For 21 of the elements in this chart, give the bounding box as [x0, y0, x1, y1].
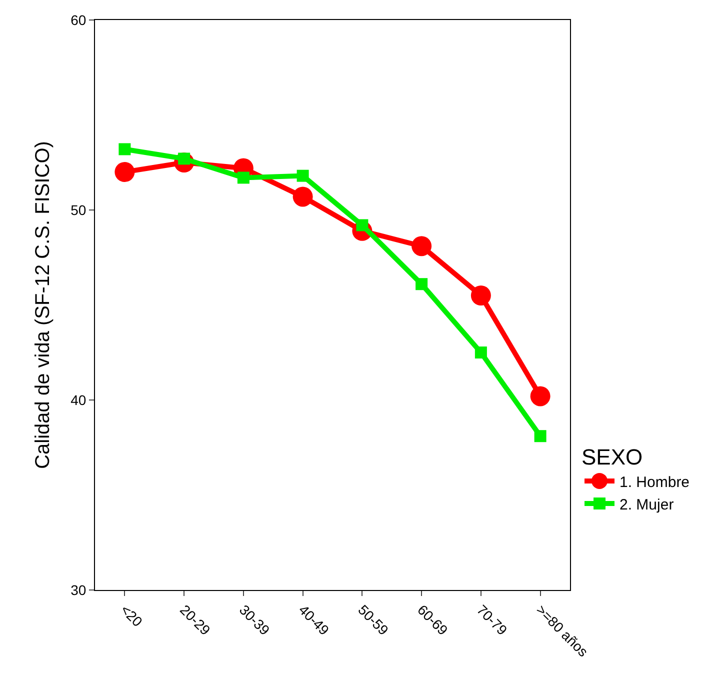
point — [474, 346, 487, 358]
y-tick-label: 40 — [70, 392, 86, 408]
point — [416, 278, 428, 290]
legend-label: 1. Hombre — [620, 474, 690, 491]
point — [412, 236, 432, 256]
y-tick-label: 30 — [70, 582, 86, 598]
point — [292, 186, 313, 207]
y-tick-label: 60 — [70, 12, 86, 28]
point — [470, 286, 491, 306]
x-tick-label: <20 — [118, 602, 146, 630]
point — [534, 430, 546, 442]
y-axis-title: Calidad de vida (SF-12 C.S. FISICO) — [32, 141, 54, 469]
y-tick-label: 50 — [70, 202, 86, 218]
point — [237, 172, 250, 184]
legend-label: 2. Mujer — [620, 496, 674, 514]
point — [296, 170, 309, 182]
point — [530, 386, 550, 406]
point — [356, 219, 368, 232]
legend-title: SEXO — [582, 444, 643, 470]
point — [114, 162, 135, 182]
point — [118, 143, 131, 156]
